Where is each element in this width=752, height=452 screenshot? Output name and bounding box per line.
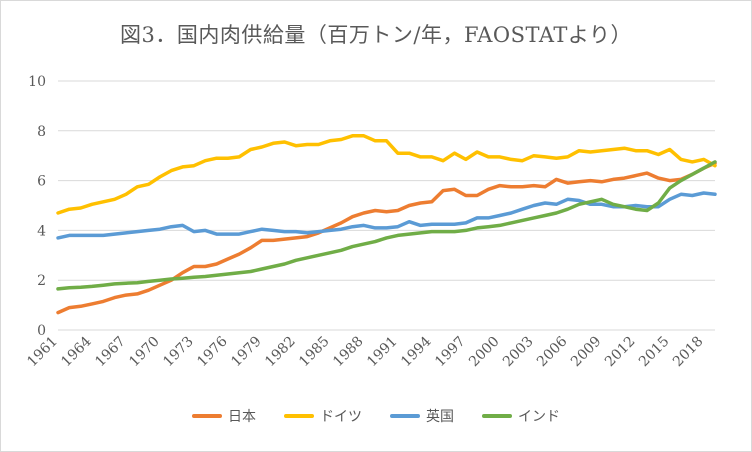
x-tick-label: 1988 — [330, 334, 367, 371]
x-tick-label: 1967 — [92, 334, 129, 371]
x-tick-label: 2000 — [466, 334, 503, 371]
x-tick-label: 1985 — [296, 334, 333, 371]
legend-item: 日本 — [192, 406, 256, 426]
legend-item: ドイツ — [284, 406, 362, 426]
legend-label: ドイツ — [320, 409, 362, 425]
legend-item: 英国 — [390, 406, 454, 426]
legend-swatch — [284, 414, 314, 418]
legend-swatch — [192, 414, 222, 418]
x-tick-label: 2009 — [568, 334, 605, 371]
x-tick-label: 2018 — [670, 334, 707, 371]
chart-title: 図3．国内肉供給量（百万トン/年，FAOSTATより） — [120, 23, 632, 47]
series-line-0 — [56, 161, 717, 315]
legend-label: 日本 — [228, 409, 256, 425]
x-tick-label: 1982 — [262, 334, 299, 371]
y-tick-label: 8 — [37, 124, 46, 140]
legend-label: 英国 — [426, 409, 454, 425]
series-line-1 — [56, 134, 717, 215]
x-tick-label: 2012 — [602, 334, 639, 371]
series-line-2 — [56, 191, 717, 240]
y-tick-label: 10 — [28, 74, 46, 90]
x-tick-label: 1997 — [432, 334, 469, 371]
x-tick-label: 2006 — [534, 333, 571, 370]
x-tick-label: 2003 — [500, 334, 537, 371]
legend-label: インド — [518, 409, 560, 425]
x-tick-label: 1979 — [228, 334, 265, 371]
legend-swatch — [390, 414, 420, 418]
x-tick-label: 1991 — [364, 334, 401, 371]
x-tick-label: 1970 — [126, 334, 163, 371]
chart-legend: 日本 ドイツ 英国 インド — [1, 406, 751, 426]
y-tick-label: 2 — [37, 273, 46, 289]
y-tick-label: 4 — [37, 223, 46, 239]
y-tick-label: 6 — [37, 174, 46, 190]
y-tick-label: 0 — [37, 323, 46, 339]
x-tick-label: 1976 — [194, 333, 231, 370]
x-tick-label: 1994 — [398, 333, 435, 370]
legend-item: インド — [482, 406, 560, 426]
line-chart: 0246810196119641967197019731976197919821… — [24, 74, 717, 371]
x-tick-label: 1964 — [58, 333, 95, 370]
x-tick-label: 2015 — [636, 334, 673, 371]
x-tick-label: 1973 — [160, 334, 197, 371]
series-line-3 — [56, 160, 717, 291]
legend-swatch — [482, 414, 512, 418]
